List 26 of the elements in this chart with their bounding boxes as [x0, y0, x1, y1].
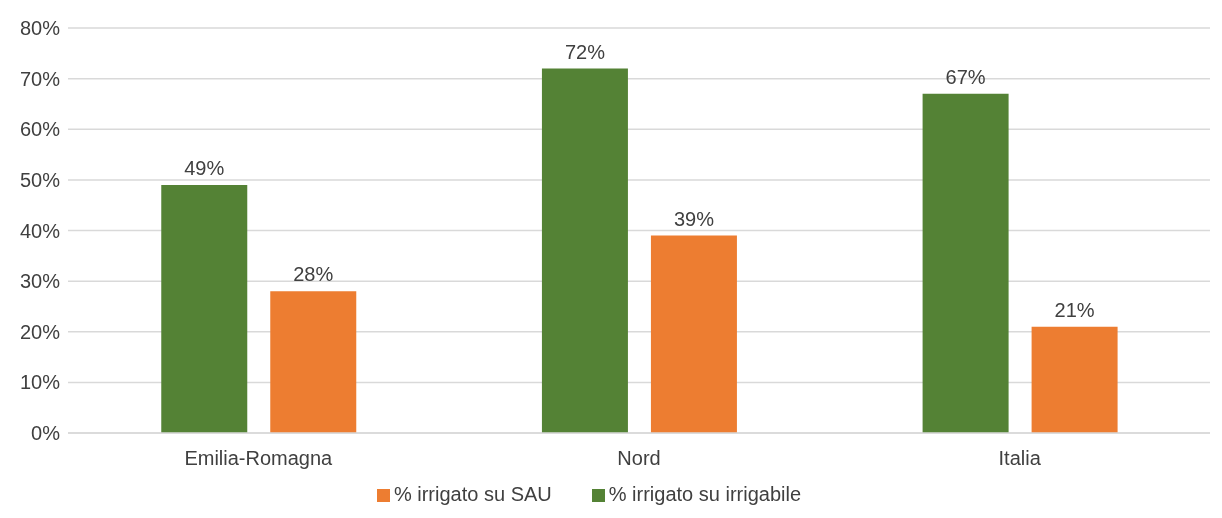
y-tick-label: 20%	[19, 320, 61, 343]
data-label: 67%	[945, 65, 986, 88]
data-label: 49%	[184, 156, 225, 179]
data-label: 21%	[1054, 298, 1095, 321]
legend-label: % irrigato su SAU	[393, 483, 552, 505]
bar	[541, 68, 628, 433]
y-tick-label: 80%	[19, 17, 61, 40]
y-tick-label: 0%	[31, 422, 61, 445]
x-tick-label: Nord	[617, 447, 661, 470]
data-label: 72%	[564, 40, 606, 63]
bar	[650, 235, 737, 433]
data-label: 28%	[293, 263, 334, 286]
bar	[1031, 326, 1118, 433]
y-tick-label: 50%	[19, 168, 61, 191]
y-tick-label: 60%	[19, 118, 61, 141]
bar	[161, 184, 248, 433]
y-tick-label: 30%	[19, 270, 61, 293]
y-tick-label: 40%	[19, 219, 61, 242]
y-tick-label: 10%	[19, 371, 61, 394]
y-tick-label: 70%	[19, 67, 61, 90]
x-tick-label: Italia	[998, 447, 1042, 470]
legend-label: % irrigato su irrigabile	[608, 483, 802, 505]
bar	[270, 291, 357, 433]
data-label: 39%	[673, 207, 715, 230]
bar	[922, 93, 1009, 433]
x-tick-label: Emilia-Romagna	[184, 447, 334, 470]
